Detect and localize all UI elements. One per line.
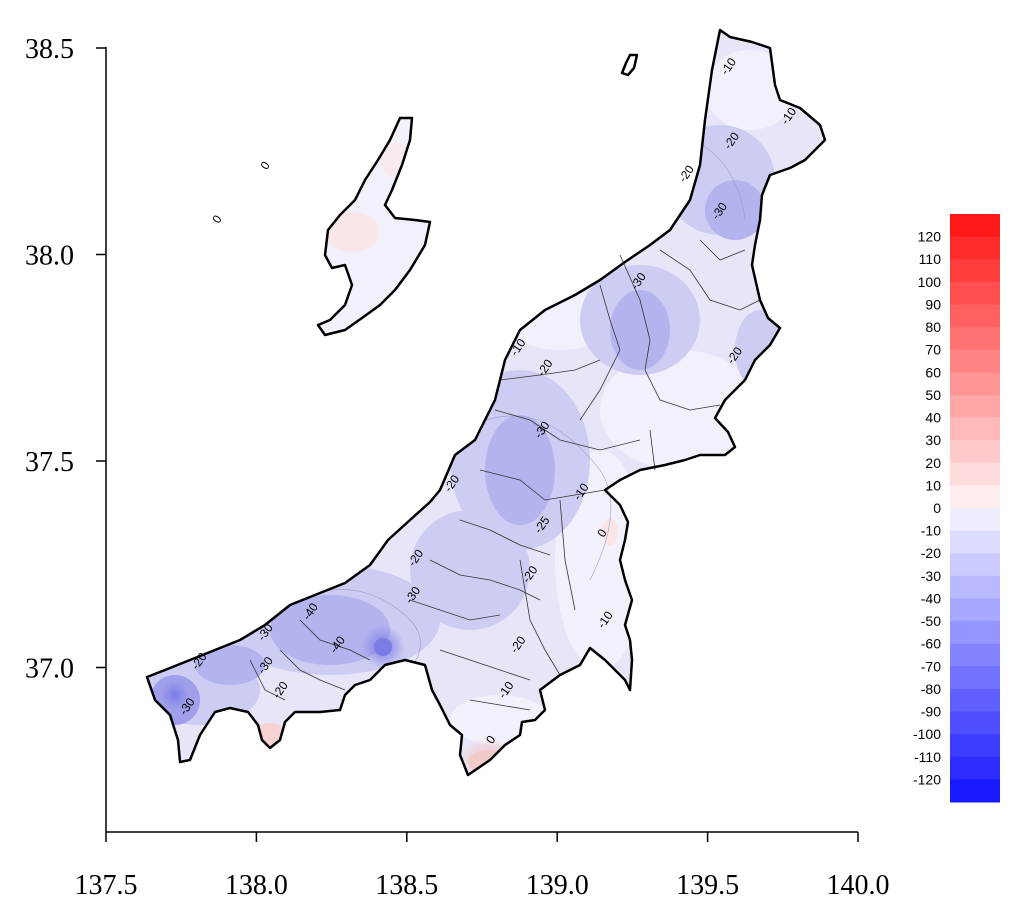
x-tick-label: 137.5 <box>75 870 138 901</box>
y-tick-label: 37.5 <box>25 447 74 478</box>
colorbar-label: 40 <box>925 410 941 426</box>
x-tick-label: 139.5 <box>676 870 739 901</box>
colorbar-swatch <box>950 553 1000 577</box>
colorbar-label: 100 <box>918 274 942 290</box>
colorbar-label: -10 <box>921 523 941 539</box>
colorbar-swatch <box>950 779 1000 803</box>
colorbar-swatch <box>950 349 1000 373</box>
colorbar-swatch <box>950 643 1000 667</box>
colorbar-swatch <box>950 575 1000 599</box>
colorbar-swatch <box>950 259 1000 283</box>
colorbar-swatch <box>950 304 1000 328</box>
colorbar-label: 120 <box>918 229 942 245</box>
colorbar-label: -100 <box>913 726 941 742</box>
colorbar-swatch <box>950 417 1000 441</box>
colorbar-label: 50 <box>925 387 941 403</box>
colorbar-swatch <box>950 756 1000 780</box>
colorbar-swatch <box>950 530 1000 554</box>
colorbar-label: -80 <box>921 681 941 697</box>
colorbar-label: 60 <box>925 364 941 380</box>
mainland-coastline <box>145 28 827 777</box>
colorbar-swatch <box>950 327 1000 351</box>
colorbar-label: 80 <box>925 319 941 335</box>
colorbar-swatch <box>950 734 1000 758</box>
colorbar-swatch <box>950 711 1000 735</box>
colorbar-label: 20 <box>925 455 941 471</box>
colorbar-label: -50 <box>921 613 941 629</box>
colorbar-label: -20 <box>921 545 941 561</box>
colorbar-swatch <box>950 394 1000 419</box>
x-tick-label: 138.5 <box>375 870 438 901</box>
contour-label: -20 <box>676 162 698 185</box>
colorbar-label: 0 <box>933 500 941 516</box>
colorbar-swatch <box>950 440 1000 464</box>
x-ticks: 137.5 138.0 138.5 139.0 139.5 140.0 <box>75 832 890 901</box>
municipal-boundaries <box>249 239 761 711</box>
colorbar-swatch <box>950 236 1000 260</box>
colorbar: 1201101009080706050403020100-10-20-30-40… <box>913 214 1000 803</box>
axes: 137.5 138.0 138.5 139.0 139.5 140.0 37.037.53… <box>25 34 890 901</box>
colorbar-label: -90 <box>921 704 941 720</box>
awashima-island <box>620 53 639 77</box>
colorbar-swatches <box>950 214 1000 803</box>
colorbar-label: 10 <box>925 477 941 493</box>
colorbar-label: -60 <box>921 636 941 652</box>
y-tick-label: 38.5 <box>25 34 74 65</box>
colorbar-label: -120 <box>913 771 941 787</box>
colorbar-label: 70 <box>925 342 941 358</box>
y-tick-label: 37.0 <box>25 654 74 685</box>
colorbar-swatch <box>950 621 1000 645</box>
colorbar-swatch <box>950 462 1000 486</box>
y-tick-label: 38.0 <box>25 241 74 272</box>
colorbar-label: -110 <box>914 749 941 765</box>
colorbar-label: 90 <box>925 296 941 312</box>
colorbar-label: -30 <box>921 568 941 584</box>
colorbar-swatch <box>950 508 1000 532</box>
colorbar-swatch <box>950 281 1000 305</box>
contour-label: 0 <box>209 212 224 226</box>
colorbar-label: -40 <box>921 590 941 606</box>
colorbar-labels: 1201101009080706050403020100-10-20-30-40… <box>913 229 941 788</box>
colorbar-swatch <box>950 666 1000 690</box>
colorbar-swatch <box>950 485 1000 509</box>
colorbar-swatch <box>950 372 1000 396</box>
colorbar-swatch <box>950 598 1000 622</box>
x-tick-label: 138.0 <box>225 870 288 901</box>
y-ticks: 37.0 37.5 38.0 38.5 <box>25 34 106 685</box>
colorbar-label: -70 <box>921 658 941 674</box>
colorbar-swatch <box>950 214 1000 238</box>
x-tick-label: 140.0 <box>827 870 890 901</box>
colorbar-swatch <box>950 688 1000 713</box>
x-tick-label: 139.0 <box>526 870 589 901</box>
sado-island <box>316 116 432 337</box>
contour-label: 0 <box>258 158 273 172</box>
colorbar-label: 110 <box>919 251 942 267</box>
colorbar-label: 30 <box>925 432 941 448</box>
